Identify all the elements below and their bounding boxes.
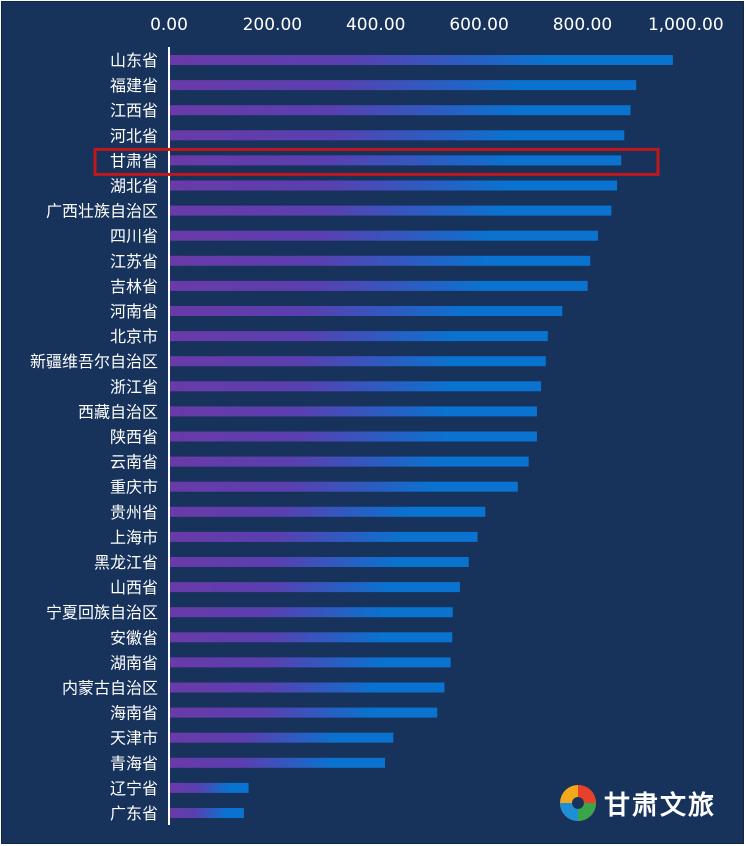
category-label: 黑龙江省	[94, 553, 158, 572]
highlight-box	[93, 147, 660, 176]
bar	[169, 55, 673, 65]
category-label: 上海市	[110, 528, 158, 547]
category-label: 辽宁省	[110, 779, 158, 798]
category-label: 江西省	[110, 101, 158, 120]
category-label: 西藏自治区	[78, 402, 158, 421]
bar	[169, 331, 548, 342]
bar	[169, 180, 618, 191]
category-label: 河南省	[110, 302, 158, 321]
category-label: 青海省	[110, 754, 158, 773]
bar	[169, 155, 622, 166]
bar	[169, 105, 631, 116]
category-label: 云南省	[110, 453, 158, 472]
bar	[169, 657, 451, 668]
bar	[169, 406, 537, 417]
category-label: 新疆维吾尔自治区	[30, 352, 158, 371]
bar	[169, 632, 453, 643]
category-label: 贵州省	[110, 503, 158, 522]
bar	[169, 431, 537, 442]
bar	[169, 557, 469, 567]
logo-text: 甘肃文旅	[604, 790, 717, 821]
category-label: 山东省	[110, 51, 158, 70]
bar	[169, 306, 563, 316]
bar	[169, 456, 529, 467]
category-label: 陕西省	[110, 428, 158, 447]
category-label: 湖北省	[110, 177, 158, 196]
bar	[169, 230, 598, 241]
x-tick-label: 200.00	[243, 15, 302, 35]
category-label: 四川省	[110, 227, 158, 246]
x-tick-label: 1,000.00	[648, 15, 724, 35]
bar	[169, 280, 588, 291]
category-label: 北京市	[110, 327, 158, 346]
bar	[169, 130, 625, 141]
category-label: 安徽省	[110, 628, 158, 647]
category-label: 甘肃省	[110, 151, 158, 170]
category-label: 河北省	[110, 126, 158, 145]
x-tick-label: 600.00	[449, 15, 508, 35]
category-label: 广西壮族自治区	[46, 202, 158, 221]
bar	[169, 808, 244, 818]
bar	[169, 757, 386, 768]
category-label: 内蒙古自治区	[62, 679, 158, 698]
bar	[169, 80, 637, 91]
bar	[169, 255, 591, 266]
category-label: 湖南省	[110, 653, 158, 672]
logo-swirl-icon	[560, 785, 596, 821]
bar	[169, 782, 249, 793]
category-label: 广东省	[110, 804, 158, 823]
x-tick-label: 800.00	[553, 15, 612, 35]
bars-group	[169, 55, 673, 818]
category-label: 海南省	[110, 704, 158, 723]
category-label: 天津市	[110, 729, 158, 748]
category-label: 吉林省	[110, 277, 158, 296]
bar	[169, 531, 478, 542]
bar	[169, 707, 438, 718]
category-labels: 山东省福建省江西省河北省甘肃省湖北省广西壮族自治区四川省江苏省吉林省河南省北京市…	[30, 51, 158, 823]
x-axis-ticks: 0.00 200.00 400.00 600.00 800.00 1,000.00	[150, 15, 724, 35]
category-label: 浙江省	[110, 377, 158, 396]
bar	[169, 356, 546, 367]
bar	[169, 481, 518, 492]
bar	[169, 682, 445, 693]
category-label: 重庆市	[110, 478, 158, 497]
bar	[169, 607, 453, 618]
category-label: 宁夏回族自治区	[46, 603, 158, 622]
bar	[169, 381, 542, 392]
bar	[169, 582, 460, 593]
x-tick-label: 0.00	[150, 15, 188, 35]
category-label: 江苏省	[110, 252, 158, 271]
logo: 甘肃文旅	[558, 783, 716, 823]
category-label: 福建省	[110, 76, 158, 95]
x-tick-label: 400.00	[346, 15, 405, 35]
bar	[169, 205, 612, 216]
bar	[169, 506, 486, 517]
bar	[169, 732, 394, 743]
category-label: 山西省	[110, 578, 158, 597]
